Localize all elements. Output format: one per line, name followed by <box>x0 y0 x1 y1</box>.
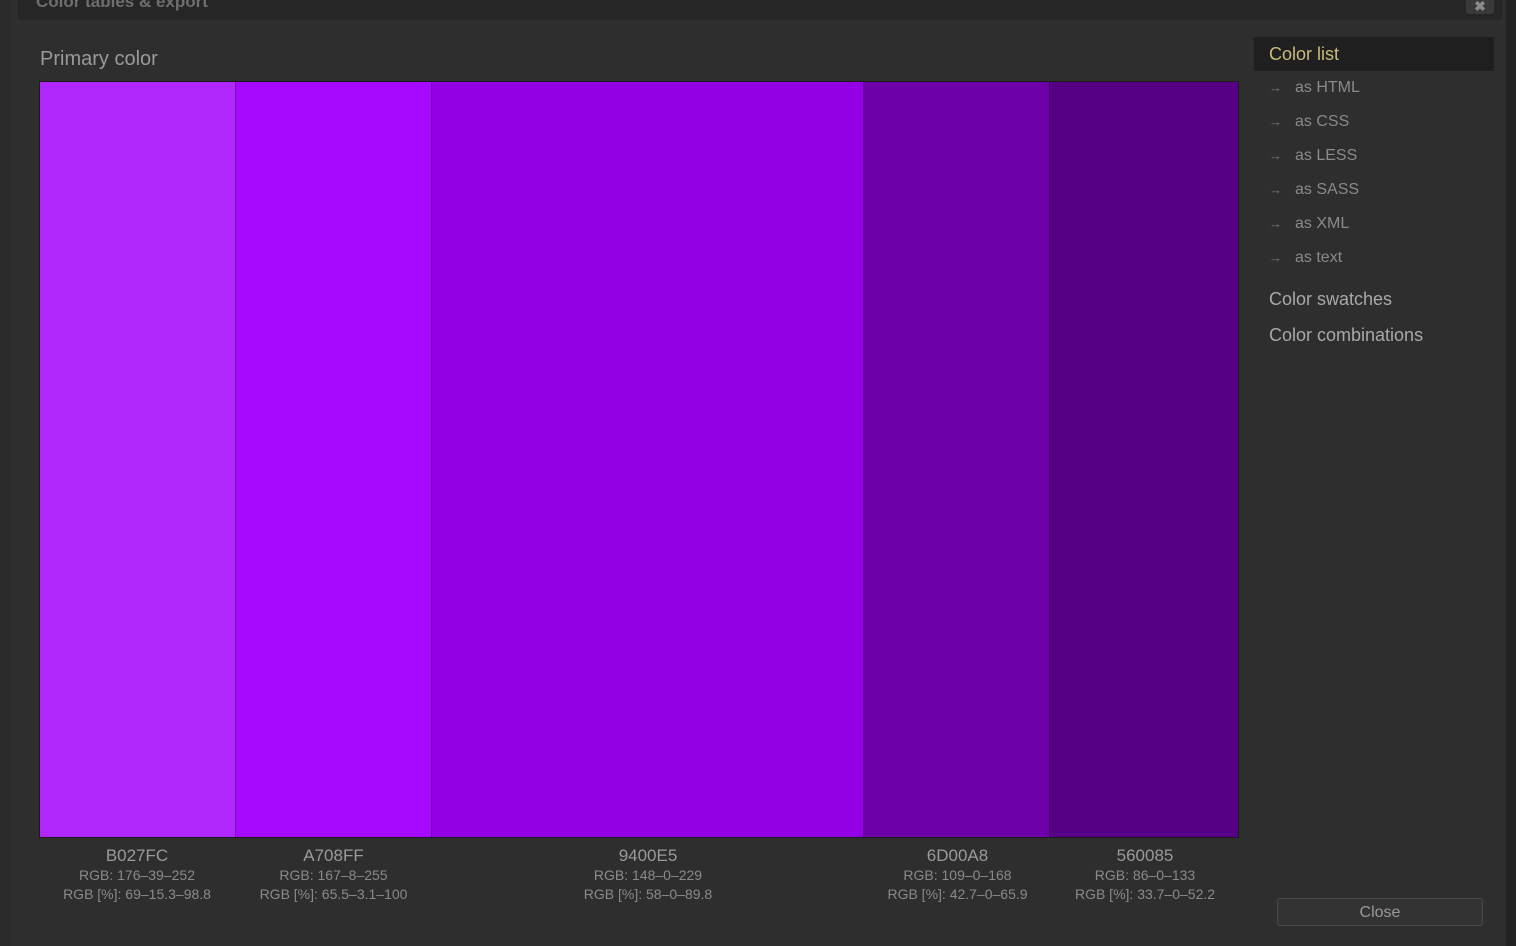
swatch-label: B027FC RGB: 176–39–252 RGB [%]: 69–15.3–… <box>39 846 235 904</box>
sidebar-item-color-swatches[interactable]: Color swatches <box>1269 289 1393 309</box>
arrow-right-icon: → <box>1269 114 1282 129</box>
swatch-rgb-percent: RGB [%]: 69–15.3–98.8 <box>63 886 211 902</box>
dialog-title: Color tables & export <box>36 0 208 11</box>
swatch-rgb: RGB: 176–39–252 <box>79 867 195 883</box>
swatch-hex: 9400E5 <box>618 846 678 865</box>
arrow-right-icon: → <box>1269 182 1282 197</box>
sidebar-item-label: as LESS <box>1295 147 1358 164</box>
sidebar-item-label: as CSS <box>1295 113 1350 130</box>
swatch-label: 560085 RGB: 86–0–133 RGB [%]: 33.7–0–52.… <box>1051 846 1239 904</box>
arrow-right-icon: → <box>1269 250 1282 265</box>
swatch-rgb-percent: RGB [%]: 42.7–0–65.9 <box>887 886 1028 902</box>
sidebar-item-label: as text <box>1295 249 1343 266</box>
swatch-label: 6D00A8 RGB: 109–0–168 RGB [%]: 42.7–0–65… <box>864 846 1051 904</box>
swatch-hex: B027FC <box>105 846 169 865</box>
sidebar-item-as-sass[interactable]: → as SASS <box>1254 173 1494 207</box>
sidebar-item-as-css[interactable]: → as CSS <box>1254 105 1494 139</box>
close-button[interactable]: Close <box>1277 898 1483 926</box>
swatch-hex: A708FF <box>303 846 364 865</box>
dialog-titlebar: Color tables & export ✖ <box>18 0 1502 20</box>
swatch-labels: B027FC RGB: 176–39–252 RGB [%]: 69–15.3–… <box>39 846 1239 904</box>
sidebar-item-as-less[interactable]: → as LESS <box>1254 139 1494 173</box>
export-sidebar: Color list → as HTML → as CSS → as LESS → as… <box>1254 37 1494 353</box>
swatch-rgb-percent: RGB [%]: 58–0–89.8 <box>583 886 713 902</box>
swatch-rgb-percent: RGB [%]: 65.5–3.1–100 <box>259 886 408 902</box>
arrow-right-icon: → <box>1269 80 1282 95</box>
color-tables-dialog: Color tables & export ✖ Primary color B0… <box>10 0 1506 946</box>
window-edge <box>1506 0 1516 946</box>
color-swatch[interactable] <box>432 82 864 837</box>
sidebar-item-as-text[interactable]: → as text <box>1254 241 1494 275</box>
swatch-hex: 6D00A8 <box>926 846 989 865</box>
sidebar-item-color-combinations[interactable]: Color combinations <box>1269 325 1424 345</box>
swatch-label: A708FF RGB: 167–8–255 RGB [%]: 65.5–3.1–… <box>235 846 432 904</box>
swatch-rgb: RGB: 167–8–255 <box>279 867 388 883</box>
swatch-rgb-percent: RGB [%]: 33.7–0–52.2 <box>1074 886 1216 902</box>
sidebar-item-as-xml[interactable]: → as XML <box>1254 207 1494 241</box>
arrow-right-icon: → <box>1269 148 1282 163</box>
sidebar-item-as-html[interactable]: → as HTML <box>1254 71 1494 105</box>
swatch-rgb: RGB: 148–0–229 <box>593 867 703 883</box>
sidebar-item-label: as HTML <box>1295 79 1360 96</box>
color-swatch[interactable] <box>863 82 1051 837</box>
close-icon[interactable]: ✖ <box>1466 0 1494 14</box>
color-swatch[interactable] <box>235 82 433 837</box>
sidebar-item-color-list[interactable]: Color list <box>1254 37 1494 71</box>
sidebar-item-label: as SASS <box>1295 181 1360 198</box>
swatch-rgb: RGB: 86–0–133 <box>1094 867 1196 883</box>
arrow-right-icon: → <box>1269 216 1282 231</box>
swatch-strip <box>39 81 1239 838</box>
color-swatch[interactable] <box>40 82 236 837</box>
section-title: Primary color <box>40 48 158 70</box>
sidebar-item-label: as XML <box>1295 215 1350 232</box>
swatch-hex: 560085 <box>1116 846 1174 865</box>
swatch-label: 9400E5 RGB: 148–0–229 RGB [%]: 58–0–89.8 <box>432 846 864 904</box>
color-swatch[interactable] <box>1050 82 1238 837</box>
swatch-rgb: RGB: 109–0–168 <box>903 867 1012 883</box>
